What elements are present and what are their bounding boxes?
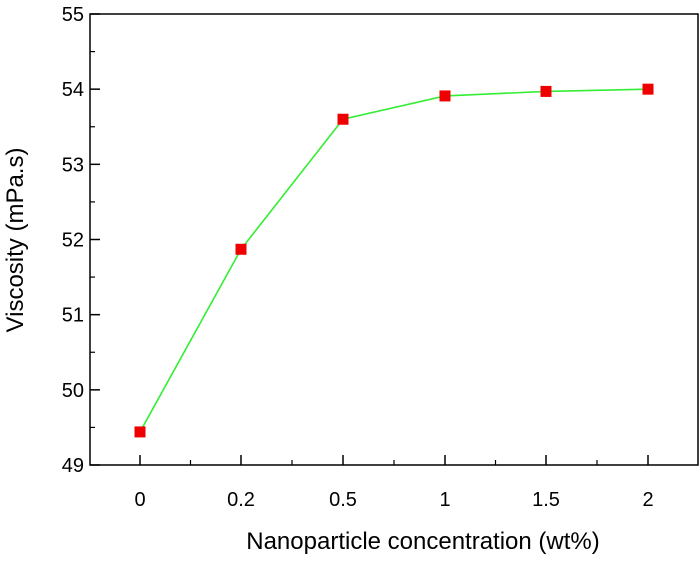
y-axis-ticks: 49 50 51 52 53 54 55 [62,4,100,477]
plot-frame [89,13,699,466]
x-axis-ticks: 0 0.2 0.5 1 1.5 2 [134,455,654,511]
y-axis-title: Viscosity (mPa.s) [2,148,29,333]
x-tick-label: 0.5 [329,489,357,511]
data-point-marker [439,90,451,102]
data-point-marker [642,83,654,95]
y-tick-label: 52 [62,230,84,252]
x-tick-label: 1 [439,489,450,511]
data-markers [134,83,654,438]
data-point-marker [337,113,349,125]
x-tick-label: 1.5 [532,489,560,511]
x-tick-label: 0 [134,489,145,511]
y-tick-label: 51 [62,305,84,327]
data-point-marker [235,243,247,255]
series-line [139,88,649,433]
plot-border [89,13,699,466]
y-tick-label: 55 [62,4,84,26]
data-point-marker [134,426,146,438]
x-tick-label: 0.2 [227,489,255,511]
x-axis-title: Nanoparticle concentration (wt%) [246,528,600,555]
y-tick-label: 54 [62,79,84,101]
y-tick-label: 53 [62,154,84,176]
series-line-group [139,88,649,433]
x-tick-label: 2 [642,489,653,511]
y-tick-label: 49 [62,455,84,477]
data-point-marker [540,85,552,97]
y-tick-label: 50 [62,380,84,402]
